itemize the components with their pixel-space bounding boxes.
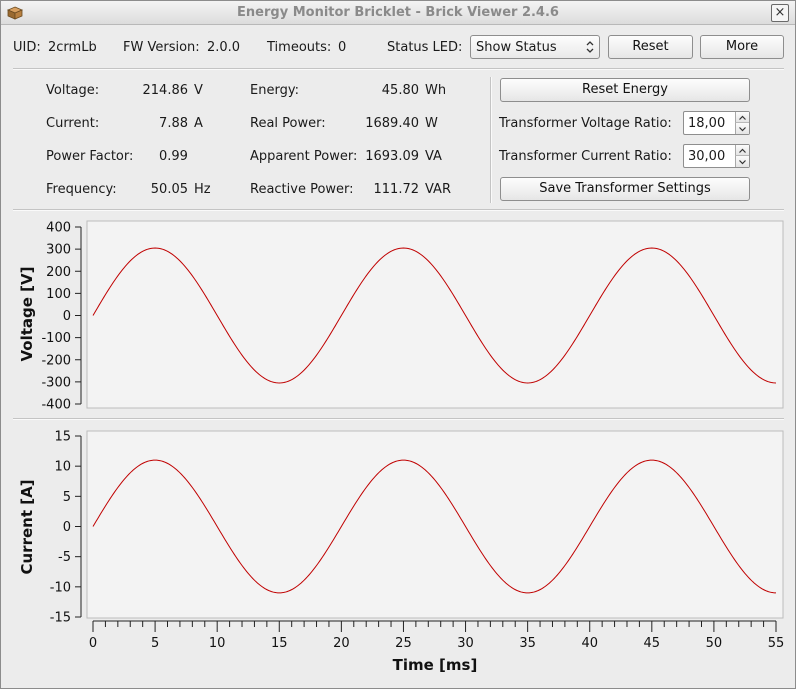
transformer-current-ratio-label: Transformer Current Ratio: xyxy=(499,149,672,164)
separator-between-plots xyxy=(13,418,784,420)
x-tick-label: 50 xyxy=(706,636,723,651)
brick-viewer-icon xyxy=(7,6,23,20)
x-tick-label: 15 xyxy=(271,636,288,651)
voltage-axis-label: Voltage [V] xyxy=(18,267,36,362)
apparent-power-label: Apparent Power: xyxy=(250,149,358,164)
y-tick-label: 5 xyxy=(63,490,71,505)
frequency-unit: Hz xyxy=(194,182,211,197)
y-tick-label: -100 xyxy=(41,331,71,346)
transformer-current-ratio-value: 30,00 xyxy=(688,149,726,164)
up-down-arrows-icon xyxy=(586,41,594,53)
y-tick-label: -15 xyxy=(50,611,71,626)
current-ratio-decrement-button[interactable] xyxy=(735,156,749,167)
x-tick-label: 55 xyxy=(768,636,785,651)
frequency-label: Frequency: xyxy=(46,182,117,197)
x-tick-label: 35 xyxy=(519,636,536,651)
title-bar[interactable]: Energy Monitor Bricklet - Brick Viewer 2… xyxy=(1,1,795,25)
real-power-value: 1689.40 xyxy=(365,116,419,131)
real-power-label: Real Power: xyxy=(250,116,326,131)
status-led-label: Status LED: xyxy=(387,40,463,55)
energy-value: 45.80 xyxy=(381,83,419,98)
transformer-voltage-ratio-spinbox[interactable]: 18,00 xyxy=(683,111,750,135)
y-tick-label: 10 xyxy=(54,460,71,475)
energy-label: Energy: xyxy=(250,83,299,98)
x-tick-label: 40 xyxy=(581,636,598,651)
apparent-power-value: 1693.09 xyxy=(365,149,419,164)
chevron-down-icon xyxy=(739,160,746,165)
energy-unit: Wh xyxy=(425,83,447,98)
chevron-up-icon xyxy=(739,148,746,153)
transformer-current-ratio-spinbox[interactable]: 30,00 xyxy=(683,144,750,168)
window-title: Energy Monitor Bricklet - Brick Viewer 2… xyxy=(237,5,559,20)
apparent-power-unit: VA xyxy=(425,149,442,164)
x-tick-label: 20 xyxy=(333,636,350,651)
current-label: Current: xyxy=(46,116,100,131)
y-tick-label: -5 xyxy=(58,550,71,565)
reset-energy-button[interactable]: Reset Energy xyxy=(500,78,750,102)
y-tick-label: -300 xyxy=(41,375,71,390)
current-unit: A xyxy=(194,116,203,131)
timeouts-label: Timeouts: xyxy=(267,40,332,55)
x-tick-label: 45 xyxy=(644,636,661,651)
separator-vertical xyxy=(490,77,492,203)
y-tick-label: -10 xyxy=(50,580,71,595)
transformer-voltage-ratio-label: Transformer Voltage Ratio: xyxy=(499,116,672,131)
more-button[interactable]: More xyxy=(700,35,784,59)
reactive-power-unit: VAR xyxy=(425,182,451,197)
power-factor-label: Power Factor: xyxy=(46,149,134,164)
y-tick-label: 300 xyxy=(46,243,71,258)
y-tick-label: 200 xyxy=(46,265,71,280)
y-tick-label: 400 xyxy=(46,221,71,236)
status-led-select[interactable]: Show Status xyxy=(470,35,600,59)
x-tick-label: 0 xyxy=(89,636,97,651)
y-tick-label: -400 xyxy=(41,398,71,413)
voltage-unit: V xyxy=(194,83,203,98)
x-tick-label: 30 xyxy=(457,636,474,651)
save-transformer-settings-button[interactable]: Save Transformer Settings xyxy=(500,177,750,201)
chevron-down-icon xyxy=(739,127,746,132)
separator-plots xyxy=(13,209,784,211)
uid-value: 2crmLb xyxy=(48,40,97,55)
voltage-ratio-increment-button[interactable] xyxy=(735,112,749,123)
y-tick-label: 100 xyxy=(46,287,71,302)
timeouts-value: 0 xyxy=(338,40,347,55)
current-ratio-increment-button[interactable] xyxy=(735,145,749,156)
voltage-label: Voltage: xyxy=(46,83,100,98)
y-tick-label: 15 xyxy=(54,430,71,445)
close-button[interactable]: × xyxy=(771,4,789,22)
reactive-power-label: Reactive Power: xyxy=(250,182,354,197)
voltage-plot: Voltage [V] 400 300 200 100 0 -100 -200 -300 -40… xyxy=(18,220,784,413)
chevron-up-icon xyxy=(739,115,746,120)
voltage-ratio-decrement-button[interactable] xyxy=(735,123,749,134)
y-tick-label: -200 xyxy=(41,353,71,368)
real-power-unit: W xyxy=(425,116,438,131)
reset-button[interactable]: Reset xyxy=(608,35,693,59)
frequency-value: 50.05 xyxy=(150,182,188,197)
x-tick-label: 5 xyxy=(151,636,159,651)
x-tick-label: 25 xyxy=(395,636,412,651)
x-tick-label: 10 xyxy=(209,636,226,651)
voltage-plot-area xyxy=(86,220,784,409)
current-value: 7.88 xyxy=(159,116,188,131)
separator-top xyxy=(13,68,784,70)
current-plot-area xyxy=(86,430,784,619)
current-axis-label: Current [A] xyxy=(18,479,36,574)
reactive-power-value: 111.72 xyxy=(373,182,420,197)
y-tick-label: 0 xyxy=(63,309,71,324)
y-tick-label: 0 xyxy=(63,520,71,535)
transformer-voltage-ratio-value: 18,00 xyxy=(688,116,726,131)
voltage-value: 214.86 xyxy=(142,83,189,98)
status-led-value: Show Status xyxy=(476,40,557,55)
power-factor-value: 0.99 xyxy=(159,149,188,164)
fw-version-label: FW Version: xyxy=(123,40,200,55)
time-axis-label: Time [ms] xyxy=(393,656,478,674)
fw-version-value: 2.0.0 xyxy=(207,40,241,55)
current-trace xyxy=(92,459,777,594)
uid-label: UID: xyxy=(13,40,41,55)
voltage-trace xyxy=(92,247,777,384)
